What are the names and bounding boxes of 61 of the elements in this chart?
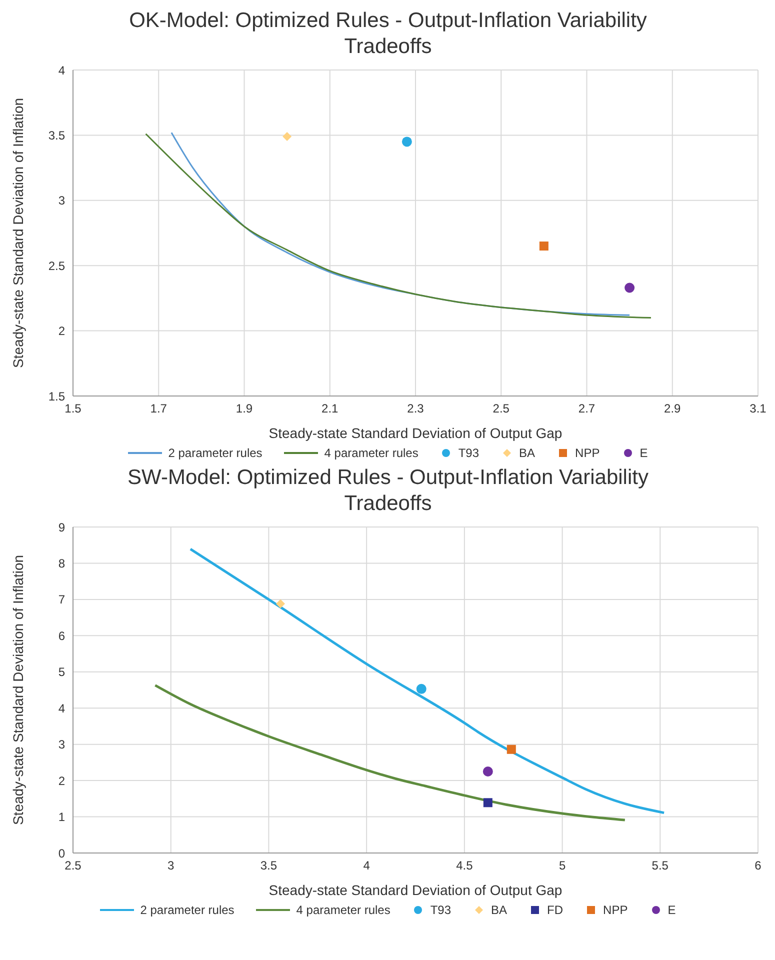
x-axis-title: Steady-state Standard Deviation of Output Gap xyxy=(268,425,562,441)
chart-title: SW-Model: Optimized Rules - Output-Inflation Variability Tradeoffs xyxy=(126,465,650,517)
x-tick-label: 4.5 xyxy=(456,858,474,873)
x-tick-label: 3.5 xyxy=(260,858,278,873)
legend-label: E xyxy=(640,446,648,460)
legend-label: 4 parameter rules xyxy=(324,446,418,460)
x-tick-label: 1.7 xyxy=(150,402,168,416)
y-tick-label: 3 xyxy=(58,194,66,208)
legend-label: NPP xyxy=(603,903,628,917)
chart-title: OK-Model: Optimized Rules - Output-Inflation Variability Tradeoffs xyxy=(128,8,648,60)
legend-label: NPP xyxy=(575,446,600,460)
x-tick-label: 3.1 xyxy=(750,402,767,416)
x-tick-label: 2.9 xyxy=(664,402,682,416)
y-axis-title: Steady-state Standard Deviation of Inflation xyxy=(10,98,26,368)
y-axis-title: Steady-state Standard Deviation of Inflation xyxy=(10,554,26,826)
y-tick-label: 2 xyxy=(58,324,66,338)
y-tick-label: 7 xyxy=(58,592,66,607)
y-tick-label: 5 xyxy=(58,665,66,680)
legend-label: 4 parameter rules xyxy=(296,903,390,917)
y-tick-label: 2.5 xyxy=(48,258,66,273)
legend-label: 2 parameter rules xyxy=(140,903,234,917)
line-series xyxy=(154,684,626,822)
point xyxy=(624,282,635,293)
point xyxy=(483,798,492,808)
x-tick-label: 2.5 xyxy=(492,402,510,416)
x-tick-label: 2.1 xyxy=(322,402,339,416)
point xyxy=(506,744,516,754)
x-tick-label: 3 xyxy=(168,858,175,873)
x-tick-label: 2.3 xyxy=(407,402,424,416)
x-tick-label: 4 xyxy=(363,858,370,873)
x-tick-label: 2.7 xyxy=(578,402,596,416)
legend-label: BA xyxy=(519,446,536,460)
y-tick-label: 9 xyxy=(58,520,66,534)
point xyxy=(482,766,493,776)
y-tick-label: 1 xyxy=(58,810,66,824)
point xyxy=(282,132,292,142)
y-tick-label: 6 xyxy=(58,628,66,643)
legend-label: 2 parameter rules xyxy=(168,446,262,460)
legend-label: E xyxy=(668,903,676,917)
y-tick-label: 2 xyxy=(58,774,66,788)
legend-label: T93 xyxy=(430,903,452,917)
y-tick-label: 1.5 xyxy=(48,389,66,404)
point xyxy=(539,242,548,251)
legend-label: BA xyxy=(491,903,508,917)
point xyxy=(276,599,285,608)
x-axis-title: Steady-state Standard Deviation of Output Gap xyxy=(268,882,562,898)
x-tick-label: 6 xyxy=(754,858,762,873)
point xyxy=(416,684,426,694)
y-tick-label: 4 xyxy=(58,701,66,716)
line-series xyxy=(189,548,666,814)
y-tick-label: 0 xyxy=(58,846,66,860)
y-tick-label: 3 xyxy=(58,738,66,752)
legend-label: FD xyxy=(547,903,564,917)
x-tick-label: 1.9 xyxy=(236,402,253,416)
y-tick-label: 4 xyxy=(58,63,66,78)
x-tick-label: 5.5 xyxy=(652,858,669,873)
y-tick-label: 3.5 xyxy=(48,128,66,142)
y-tick-label: 8 xyxy=(58,556,66,570)
x-tick-label: 5 xyxy=(558,858,566,873)
point xyxy=(402,136,412,147)
legend-label: T93 xyxy=(458,446,480,460)
